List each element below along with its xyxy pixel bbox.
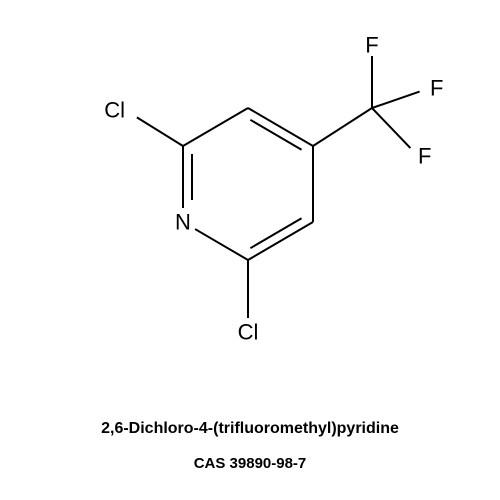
svg-text:F: F [418, 144, 431, 169]
svg-text:Cl: Cl [238, 320, 259, 345]
svg-text:N: N [175, 210, 191, 235]
svg-text:F: F [365, 33, 378, 58]
svg-text:F: F [430, 76, 443, 101]
compound-cas: CAS 39890-98-7 [0, 455, 500, 472]
svg-text:Cl: Cl [104, 98, 125, 123]
structure-svg: N Cl Cl F F F [0, 0, 500, 400]
compound-name: 2,6-Dichloro-4-(trifluoromethyl)pyridine [0, 420, 500, 438]
molecule-structure: N Cl Cl F F F [0, 0, 500, 400]
